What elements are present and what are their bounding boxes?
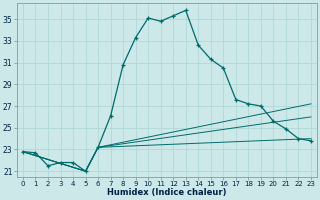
X-axis label: Humidex (Indice chaleur): Humidex (Indice chaleur) [107, 188, 227, 197]
